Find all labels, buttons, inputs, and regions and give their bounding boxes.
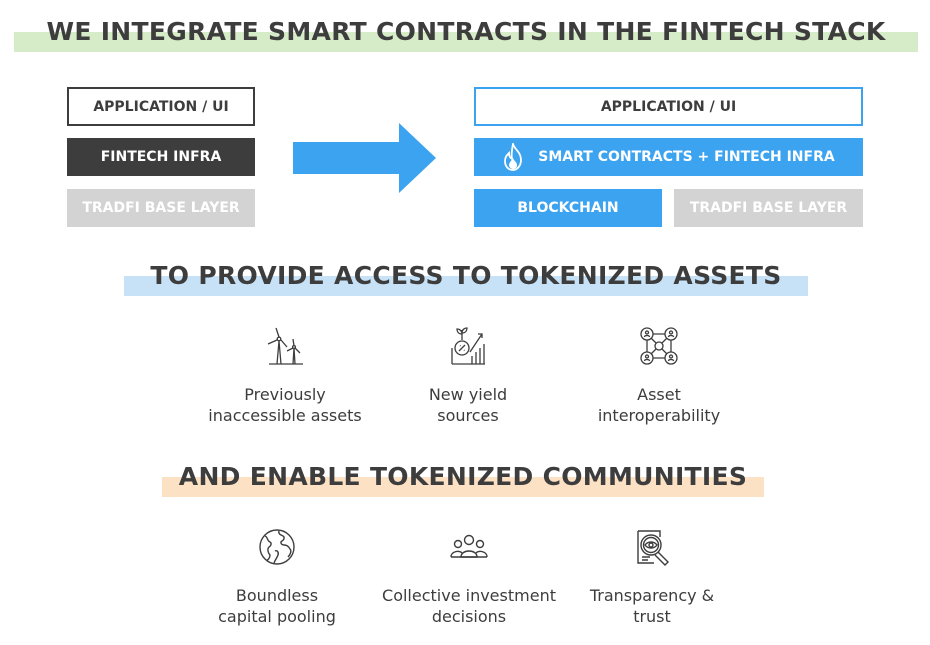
feature-inaccessible-assets: Previously inaccessible assets bbox=[185, 326, 385, 426]
wind-turbine-icon bbox=[267, 327, 303, 365]
feature-label-line1: Previously bbox=[244, 385, 326, 404]
heading-highlight bbox=[14, 32, 918, 52]
feature-label-line1: Asset bbox=[637, 385, 681, 404]
assets-heading-text: TO PROVIDE ACCESS TO TOKENIZED ASSETS bbox=[150, 261, 782, 290]
left-tradfi-layer: TRADFI BASE LAYER bbox=[67, 189, 255, 227]
feature-label-line2: inaccessible assets bbox=[208, 406, 362, 425]
feature-capital-pooling: Boundless capital pooling bbox=[177, 527, 377, 627]
feature-interoperability: Asset interoperability bbox=[559, 326, 759, 426]
feature-label-line2: decisions bbox=[431, 607, 507, 626]
document-magnifier-icon bbox=[637, 530, 669, 566]
yield-growth-icon bbox=[451, 327, 485, 365]
feature-label-line1: Collective investment bbox=[382, 586, 556, 605]
heading-highlight bbox=[124, 276, 808, 296]
left-fintech-label: FINTECH INFRA bbox=[100, 149, 222, 165]
feature-label-line2: interoperability bbox=[597, 406, 721, 425]
feature-label-line2: trust bbox=[633, 607, 671, 626]
stack-heading: WE INTEGRATE SMART CONTRACTS IN THE FINT… bbox=[14, 14, 918, 52]
feature-yield-sources: New yield sources bbox=[368, 326, 568, 426]
network-users-icon bbox=[640, 327, 678, 365]
feature-label-line2: sources bbox=[437, 406, 499, 425]
globe-icon bbox=[259, 529, 295, 565]
right-blockchain-layer: BLOCKCHAIN bbox=[474, 189, 662, 227]
right-blockchain-label: BLOCKCHAIN bbox=[517, 200, 619, 216]
feature-label-line1: Boundless bbox=[235, 586, 319, 605]
feature-collective-investment: Collective investment decisions bbox=[369, 527, 569, 627]
heading-highlight bbox=[162, 477, 764, 497]
communities-heading: AND ENABLE TOKENIZED COMMUNITIES bbox=[162, 459, 764, 497]
left-application-layer: APPLICATION / UI bbox=[67, 87, 255, 126]
right-application-label: APPLICATION / UI bbox=[600, 98, 737, 115]
feature-label-line1: New yield bbox=[428, 385, 508, 404]
feature-label-line1: Transparency & bbox=[589, 586, 715, 605]
communities-heading-text: AND ENABLE TOKENIZED COMMUNITIES bbox=[178, 462, 748, 491]
flame-icon bbox=[504, 143, 523, 171]
right-application-layer: APPLICATION / UI bbox=[474, 87, 863, 126]
left-fintech-layer: FINTECH INFRA bbox=[67, 138, 255, 176]
right-smart-contracts-label: SMART CONTRACTS + FINTECH INFRA bbox=[538, 149, 835, 165]
feature-transparency: Transparency & trust bbox=[552, 527, 752, 627]
right-tradfi-layer: TRADFI BASE LAYER bbox=[674, 189, 863, 227]
right-tradfi-label: TRADFI BASE LAYER bbox=[689, 200, 848, 216]
assets-heading: TO PROVIDE ACCESS TO TOKENIZED ASSETS bbox=[124, 258, 808, 296]
stack-heading-text: WE INTEGRATE SMART CONTRACTS IN THE FINT… bbox=[46, 17, 886, 46]
group-people-icon bbox=[450, 534, 488, 558]
right-smart-contracts-layer: SMART CONTRACTS + FINTECH INFRA bbox=[474, 138, 863, 176]
left-tradfi-label: TRADFI BASE LAYER bbox=[82, 200, 240, 216]
left-application-label: APPLICATION / UI bbox=[93, 98, 229, 115]
right-arrow-icon bbox=[293, 123, 436, 193]
feature-label-line2: capital pooling bbox=[218, 607, 336, 626]
